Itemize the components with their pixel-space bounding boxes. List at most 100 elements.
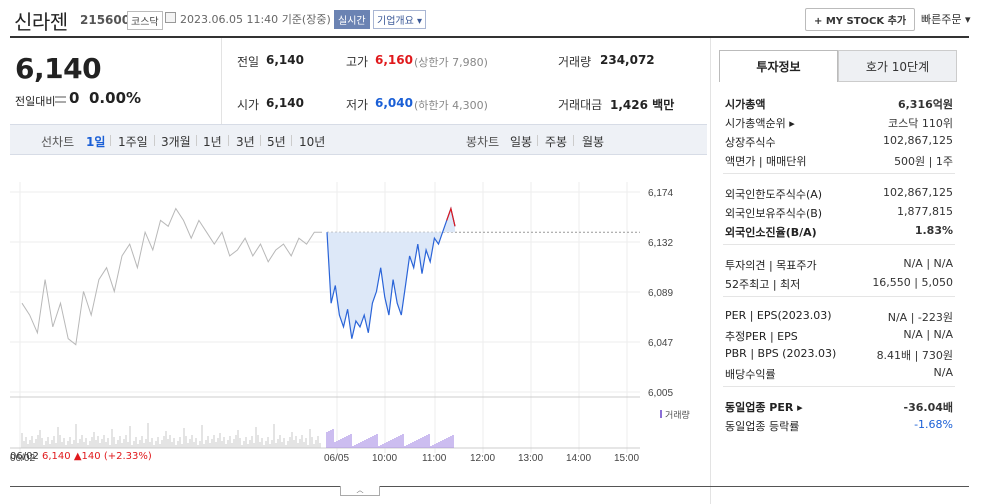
volume-label: 거래량 <box>558 55 592 69</box>
investment-panel <box>710 38 970 504</box>
divider <box>723 173 955 174</box>
quote-datetime: 2023.06.05 11:40 기준(장중) <box>180 13 331 26</box>
y-tick-label: 6,174 <box>648 188 673 199</box>
info-label: PER | EPS(2023.03) <box>725 309 832 322</box>
quick-order-button[interactable]: 빠른주문 ▾ <box>921 13 971 26</box>
company-overview-button[interactable]: 기업개요 ▾ <box>373 10 426 29</box>
y-tick-label: 6,132 <box>648 238 673 249</box>
line-chart-label: 선차트 <box>41 135 75 149</box>
info-label: 동일업종 PER ▸ <box>725 401 803 414</box>
x-tick-label: 12:00 <box>470 453 495 464</box>
info-label: 52주최고 | 최저 <box>725 278 801 291</box>
amount-value: 1,426 백만 <box>610 98 675 112</box>
info-value: -1.68% <box>914 418 953 431</box>
collapse-chevron-icon[interactable]: ︿ <box>340 486 380 496</box>
volume-legend: 거래량 <box>660 408 690 421</box>
info-value: 102,867,125 <box>883 186 953 199</box>
divider <box>10 36 969 38</box>
x-tick-label: 06/02 <box>10 453 35 464</box>
calendar-icon <box>165 12 176 23</box>
upper-limit: (상한가 7,980) <box>414 56 488 69</box>
info-value: 16,550 | 5,050 <box>872 276 953 289</box>
divider <box>573 135 574 146</box>
candle-chart-label: 봉차트 <box>466 135 500 149</box>
info-value: 102,867,125 <box>883 134 953 147</box>
divider <box>10 486 969 487</box>
realtime-badge: 실시간 <box>334 10 370 29</box>
info-label: PBR | BPS (2023.03) <box>725 347 837 360</box>
info-label: 액면가 | 매매단위 <box>725 155 807 168</box>
tab-order-book[interactable]: 호가 10단계 <box>838 50 957 82</box>
today-area <box>327 208 455 339</box>
today-up-line <box>446 206 456 227</box>
amount-label: 거래대금 <box>558 98 603 112</box>
x-tick-label: 13:00 <box>518 453 543 464</box>
info-label: 추정PER | EPS <box>725 330 798 343</box>
period-3m[interactable]: 3개월 <box>161 135 191 149</box>
info-label: 외국인보유주식수(B) <box>725 207 823 220</box>
candle-daily[interactable]: 일봉 <box>510 135 533 149</box>
stock-name: 신라젠 <box>14 10 68 34</box>
low-value: 6,040 <box>375 96 413 110</box>
tab-investment-info[interactable]: 투자정보 <box>719 50 838 82</box>
volume-value: 234,072 <box>600 53 655 67</box>
x-tick-label: 10:00 <box>372 453 397 464</box>
info-value: 500원 | 1주 <box>894 155 953 168</box>
low-label: 저가 <box>346 98 369 112</box>
prev-day-series <box>21 207 322 346</box>
divider <box>723 244 955 245</box>
period-3y[interactable]: 3년 <box>236 135 255 149</box>
stock-code: 215600 <box>80 13 131 27</box>
price-chart: 6,174 6,132 6,089 6,047 6,005 06/02 06/05 10:0… <box>10 165 707 480</box>
x-tick-label: 11:00 <box>422 453 447 464</box>
prev-close-value: 6,140 <box>266 53 304 67</box>
info-label: 시가총액 <box>725 98 766 111</box>
y-tick-label: 6,047 <box>648 338 673 349</box>
divider <box>723 296 955 297</box>
mystock-add-button[interactable]: + MY STOCK 추가 <box>805 8 916 31</box>
current-price: 6,140 <box>15 52 102 85</box>
info-value: N/A | -223원 <box>887 311 953 324</box>
info-value: 6,316억원 <box>897 98 953 111</box>
period-10y[interactable]: 10년 <box>299 135 326 149</box>
info-label: 배당수익률 <box>725 368 776 381</box>
info-label: 투자의견 | 목표주가 <box>725 259 817 272</box>
divider <box>154 135 155 146</box>
y-tick-label: 6,089 <box>648 288 673 299</box>
info-label: 동일업종 등락률 <box>725 420 800 433</box>
info-value: 1.83% <box>914 224 953 237</box>
divider <box>221 38 222 124</box>
divider <box>196 135 197 146</box>
divider <box>228 135 229 146</box>
today-line <box>326 206 456 339</box>
x-tick-label: 15:00 <box>614 453 639 464</box>
period-1y[interactable]: 1년 <box>203 135 222 149</box>
x-tick-label: 06/05 <box>324 453 349 464</box>
high-label: 고가 <box>346 55 369 69</box>
chart-footer: 06/02 6,140 ▲140 (+2.33%) <box>10 451 152 462</box>
period-1w[interactable]: 1주일 <box>118 135 148 149</box>
volume-bars <box>21 423 454 448</box>
info-label: 외국인소진율(B/A) <box>725 226 817 239</box>
high-value: 6,160 <box>375 53 413 67</box>
x-axis-labels: 06/02 06/05 10:00 11:00 12:00 13:00 14:00 15:00 <box>10 453 639 464</box>
exchange-badge: 코스닥 <box>127 11 163 30</box>
info-value: 코스닥 110위 <box>888 117 953 130</box>
divider <box>291 135 292 146</box>
info-label: 시가총액순위 ▸ <box>725 117 795 130</box>
open-value: 6,140 <box>266 96 304 110</box>
period-bar <box>10 124 707 155</box>
candle-weekly[interactable]: 주봉 <box>545 135 568 149</box>
period-5y[interactable]: 5년 <box>267 135 286 149</box>
change-percent: 0.00% <box>89 89 142 107</box>
prev-day-line <box>21 207 322 346</box>
candle-monthly[interactable]: 월봉 <box>582 135 605 149</box>
y-tick-label: 6,005 <box>648 388 673 399</box>
info-label: 상장주식수 <box>725 136 776 149</box>
info-value: N/A | N/A <box>903 257 953 270</box>
info-value: 1,877,815 <box>897 205 953 218</box>
period-1d[interactable]: 1일 <box>86 135 106 149</box>
y-axis-labels: 6,174 6,132 6,089 6,047 6,005 <box>648 188 673 399</box>
today-series <box>326 206 456 339</box>
lower-limit: (하한가 4,300) <box>414 99 488 112</box>
